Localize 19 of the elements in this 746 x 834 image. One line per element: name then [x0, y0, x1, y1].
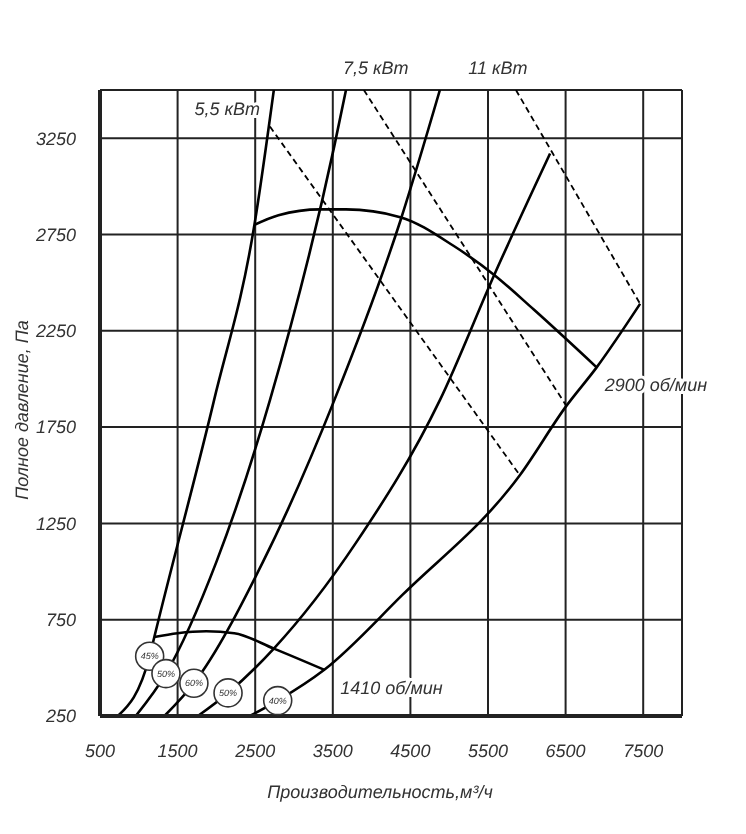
x-tick-label: 2500 [233, 740, 276, 761]
x-tick-label: 6500 [545, 740, 586, 761]
annotation: 11 кВт [468, 58, 529, 78]
y-tick-label: 1750 [35, 417, 76, 438]
y-tick-label: 3250 [35, 128, 76, 149]
x-tick-label: 4500 [390, 740, 431, 761]
y-tick-label: 750 [45, 610, 76, 631]
y-tick-label: 2250 [33, 321, 76, 342]
y-tick-label: 2750 [33, 224, 76, 245]
x-axis-title: Производительность,м³/ч [267, 782, 494, 802]
x-tick-label: 5500 [467, 740, 509, 761]
x-tick-label: 3500 [312, 740, 353, 761]
y-axis-title: Полное давление, Па [12, 320, 32, 500]
x-tick-label: 1500 [157, 740, 198, 761]
x-tick-label: 500 [84, 740, 116, 761]
x-tick-label: 7500 [623, 740, 664, 761]
y-tick-label: 1250 [35, 513, 76, 534]
annotation: 7,5 кВт [343, 58, 410, 78]
y-tick-label: 250 [43, 706, 76, 727]
